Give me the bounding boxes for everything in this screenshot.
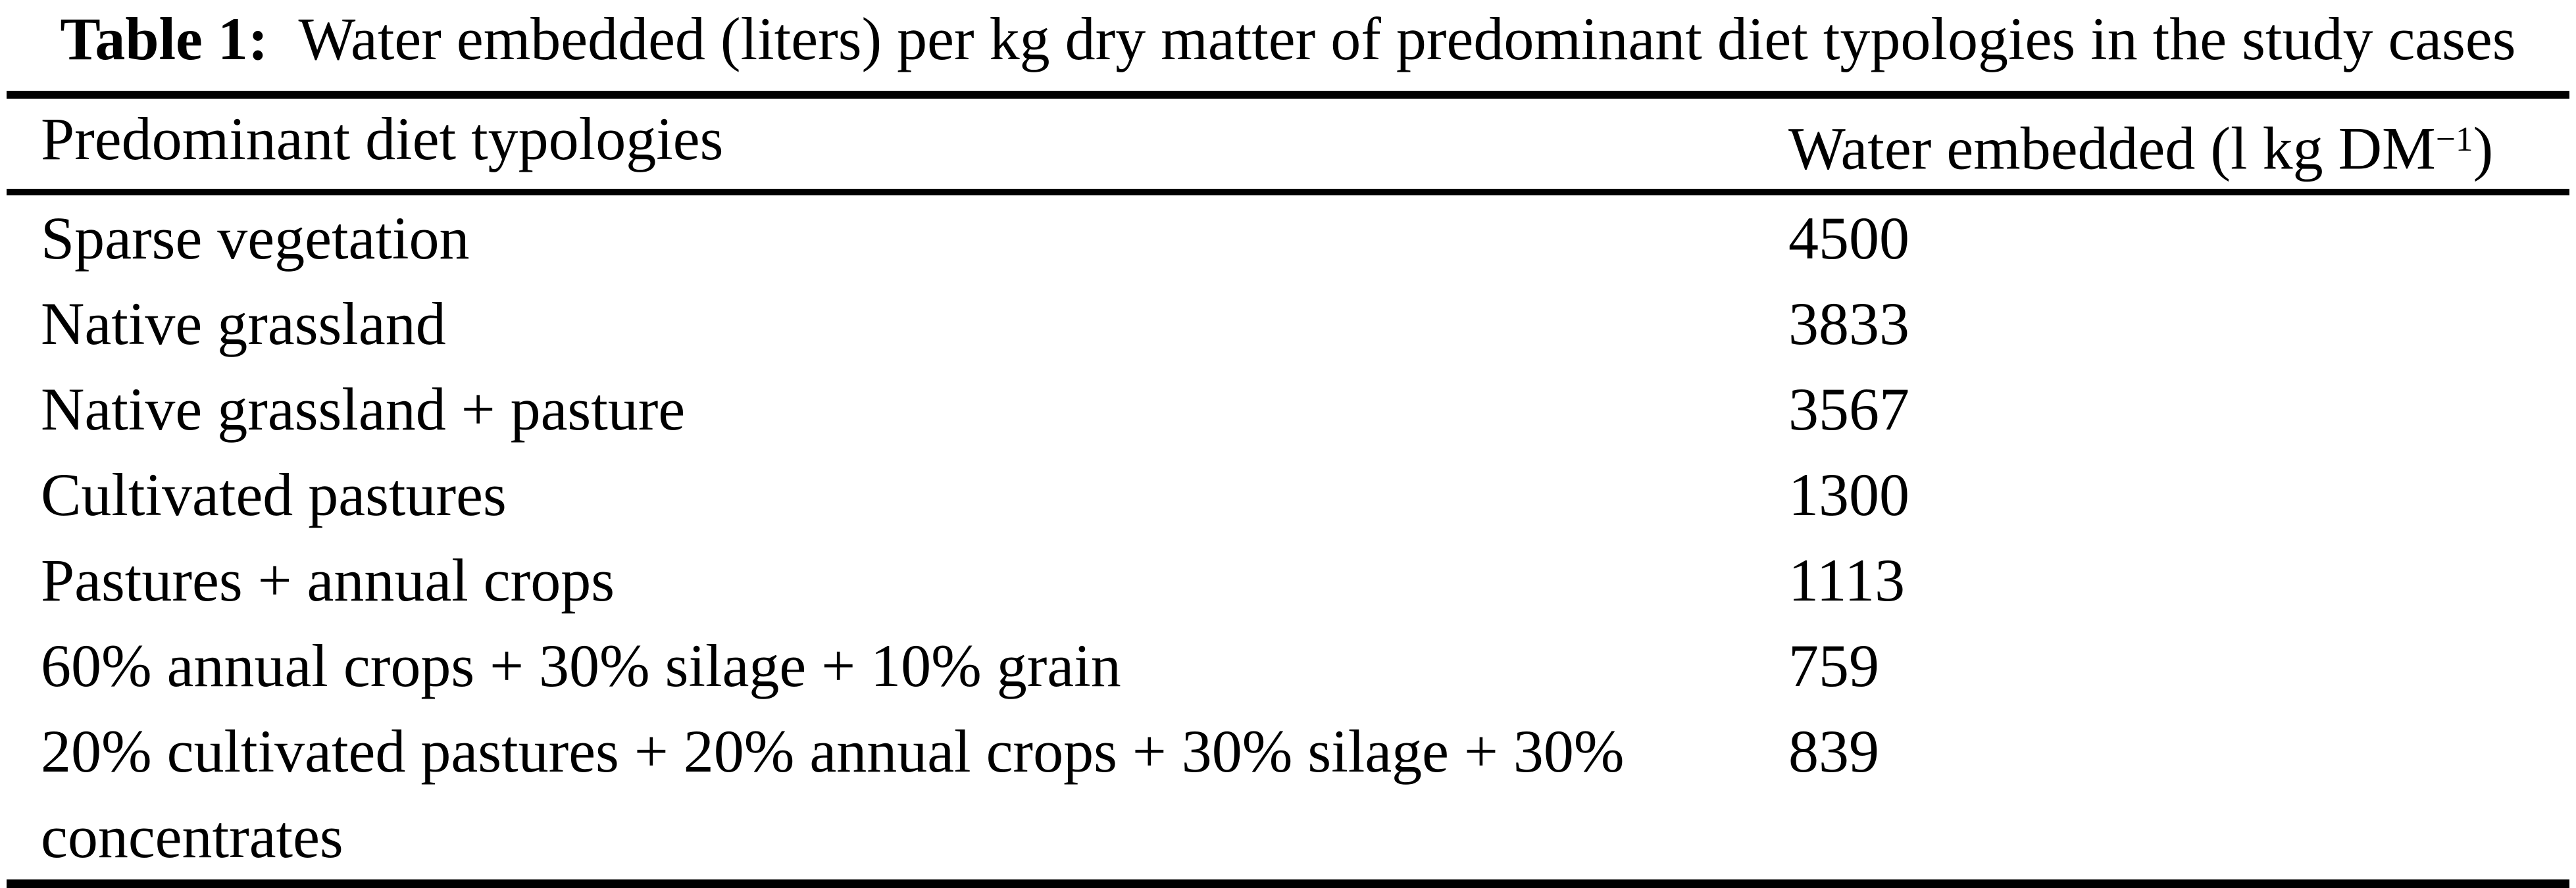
water-embedded-unit-suffix: ) (2473, 114, 2494, 182)
caption-label: Table 1: (60, 5, 268, 72)
table-row: 60% annual crops + 30% silage + 10% grai… (7, 623, 2569, 708)
header-row: Predominant diet typologies Water embedd… (7, 95, 2569, 195)
value-cell: 1113 (1788, 546, 1906, 614)
table-caption: Table 1: Water embedded (liters) per kg d… (0, 0, 2576, 75)
diet-cell: 20% cultivated pastures + 20% annual cro… (41, 717, 1625, 870)
value-cell: 4500 (1788, 204, 1909, 272)
table-row: Native grassland 3833 (7, 281, 2569, 366)
value-cell: 1300 (1788, 460, 1909, 528)
diet-cell: Cultivated pastures (41, 460, 507, 528)
diet-cell: Pastures + annual crops (41, 546, 615, 614)
column-header-diet-typologies: Predominant diet typologies (7, 95, 1750, 195)
table-row: Sparse vegetation 4500 (7, 192, 2569, 281)
diet-cell: 60% annual crops + 30% silage + 10% grai… (41, 631, 1121, 699)
water-embedded-table: Predominant diet typologies Water embedd… (7, 91, 2569, 888)
diet-cell: Native grassland (41, 289, 446, 357)
diet-cell: Native grassland + pasture (41, 375, 686, 443)
water-embedded-unit-prefix: Water embedded (l kg DM (1788, 114, 2436, 182)
value-cell: 3833 (1788, 289, 1909, 357)
caption-text: Water embedded (liters) per kg dry matte… (298, 5, 2516, 72)
table-row: 20% cultivated pastures + 20% annual cro… (7, 708, 2569, 884)
table-row: Native grassland + pasture 3567 (7, 366, 2569, 452)
value-cell: 759 (1788, 631, 1879, 699)
column-header-water-embedded: Water embedded (l kg DM−1) (1750, 95, 2569, 195)
table-row: Cultivated pastures 1300 (7, 452, 2569, 537)
value-cell: 3567 (1788, 375, 1909, 443)
water-embedded-unit-exponent: −1 (2435, 119, 2473, 159)
table-row: Pastures + annual crops 1113 (7, 537, 2569, 623)
value-cell: 839 (1788, 717, 1879, 785)
diet-cell: Sparse vegetation (41, 204, 470, 272)
